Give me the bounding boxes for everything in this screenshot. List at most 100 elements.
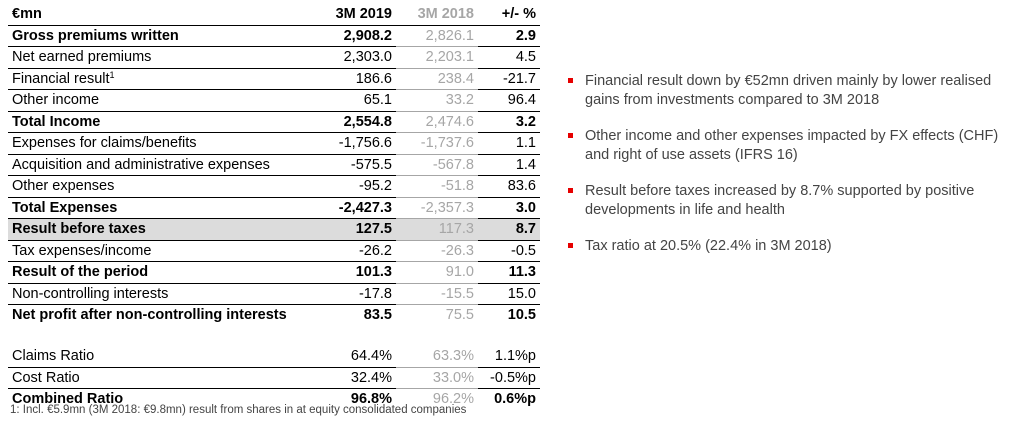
row-label: Claims Ratio	[8, 346, 308, 368]
row-label-text: Expenses for claims/benefits	[12, 135, 197, 151]
bullet-square-icon	[568, 243, 573, 248]
table-row: Non-controlling interests -17.8 -15.5 15.0	[8, 283, 540, 305]
row-label: Cost Ratio	[8, 367, 308, 389]
financial-table: €mn 3M 2019 3M 2018 +/- % Gross premiums…	[8, 4, 540, 410]
value-current: 65.1	[308, 89, 396, 112]
row-label-text: Claims Ratio	[12, 348, 95, 364]
row-label: Result of the period	[8, 261, 308, 284]
value-previous: 63.3%	[396, 346, 478, 368]
row-label-text: Total Expenses	[12, 199, 118, 216]
commentary-item: Tax ratio at 20.5% (22.4% in 3M 2018)	[566, 237, 1016, 256]
table-row: Result of the period 101.3 91.0 11.3	[8, 261, 540, 284]
bullet-square-icon	[568, 188, 573, 193]
value-change: -21.7	[478, 68, 540, 90]
value-previous: 2,826.1	[396, 25, 478, 47]
commentary-item: Result before taxes increased by 8.7% su…	[566, 182, 1016, 220]
bullet-square-icon	[568, 133, 573, 138]
value-previous: 75.5	[445, 307, 474, 323]
value-current: -26.2	[308, 240, 396, 262]
table-row: Net earned premiums 2,303.0 2,203.1 4.5	[8, 46, 540, 69]
row-label: Acquisition and administrative expenses	[8, 154, 308, 176]
row-label: Total Income	[8, 111, 308, 133]
value-change: 8.7	[478, 218, 540, 241]
table-row: Total Income 2,554.8 2,474.6 3.2	[8, 111, 540, 133]
value-previous: 117.3	[396, 218, 478, 241]
table-row: Expenses for claims/benefits -1,756.6 -1,7…	[8, 132, 540, 155]
table-spacer	[8, 326, 540, 347]
value-previous: 91.0	[396, 261, 478, 284]
value-current: -95.2	[308, 175, 396, 198]
table-row: Net profit after non-controlling interes…	[8, 305, 540, 326]
value-current: -17.8	[308, 283, 396, 305]
row-label-text: Other expenses	[12, 178, 115, 194]
value-previous: 33.2	[396, 89, 478, 112]
bullet-square-icon	[568, 78, 573, 83]
value-current: -1,756.6	[308, 132, 396, 155]
value-previous: -1,737.6	[396, 132, 478, 155]
footnote-marker: 1	[109, 69, 115, 80]
commentary-text: Other income and other expenses impacted…	[585, 128, 999, 163]
row-label: Result before taxes	[8, 218, 308, 241]
row-label: Total Expenses	[8, 197, 308, 219]
row-label: Net profit after non-controlling interes…	[8, 305, 308, 326]
commentary-item: Financial result down by €52mn driven ma…	[566, 72, 1016, 110]
value-change: -0.5%p	[478, 367, 540, 389]
value-change: 10.5	[507, 307, 536, 323]
commentary-text: Financial result down by €52mn driven ma…	[585, 73, 992, 108]
row-label-text: Acquisition and administrative expenses	[12, 156, 270, 173]
value-current: -2,427.3	[308, 197, 396, 219]
row-label-text: Result before taxes	[12, 221, 146, 237]
table-row: Other expenses -95.2 -51.8 83.6	[8, 175, 540, 198]
value-previous: 96.2%	[432, 391, 474, 407]
row-label-text: Result of the period	[12, 264, 149, 280]
table-row: Financial result1 186.6 238.4 -21.7	[8, 68, 540, 90]
value-change: 4.5	[478, 46, 540, 69]
row-label-text: Net earned premiums	[12, 49, 152, 65]
row-label: Tax expenses/income	[8, 240, 308, 262]
table-row: Other income 65.1 33.2 96.4	[8, 89, 540, 112]
row-label-text: Total Income	[12, 113, 101, 130]
value-change: 96.4	[478, 89, 540, 112]
row-label: Other income	[8, 89, 308, 112]
row-label-text: Cost Ratio	[12, 369, 80, 386]
table-header: €mn 3M 2019 3M 2018 +/- %	[8, 4, 540, 26]
table-row: Acquisition and administrative expenses -…	[8, 154, 540, 176]
table-row: Gross premiums written 2,908.2 2,826.1 2.9	[8, 25, 540, 47]
value-current: 64.4%	[308, 346, 396, 368]
value-current: 96.8%	[350, 391, 392, 407]
value-change: 3.0	[478, 197, 540, 219]
value-current: 186.6	[308, 68, 396, 90]
value-change: 2.9	[478, 25, 540, 47]
value-current: -575.5	[308, 154, 396, 176]
value-change: 1.4	[478, 154, 540, 176]
header-current: 3M 2019	[308, 4, 396, 26]
value-current: 32.4%	[308, 367, 396, 389]
row-label: Non-controlling interests	[8, 283, 308, 305]
row-label-text: Combined Ratio	[12, 391, 124, 407]
value-change: 11.3	[478, 261, 540, 284]
row-label: Other expenses	[8, 175, 308, 198]
commentary-item: Other income and other expenses impacted…	[566, 127, 1016, 165]
spacer-cell	[8, 326, 540, 347]
row-label-text: Net profit after non-controlling interes…	[12, 307, 287, 323]
header-change: +/- %	[478, 4, 540, 26]
value-current: 2,554.8	[308, 111, 396, 133]
table-row: Total Expenses -2,427.3 -2,357.3 3.0	[8, 197, 540, 219]
value-previous: -26.3	[396, 240, 478, 262]
footnote: 1: Incl. €5.9mn (3M 2018: €9.8mn) result…	[10, 404, 467, 416]
value-current: 83.5	[363, 307, 392, 323]
row-label-text: Non-controlling interests	[12, 285, 169, 302]
value-previous: 2,474.6	[396, 111, 478, 133]
row-label: Gross premiums written	[8, 25, 308, 47]
value-previous: -2,357.3	[396, 197, 478, 219]
value-change: 15.0	[478, 283, 540, 305]
row-label-text: Gross premiums written	[12, 27, 179, 44]
row-label: Financial result1	[8, 68, 308, 90]
value-previous: -51.8	[396, 175, 478, 198]
commentary-text: Tax ratio at 20.5% (22.4% in 3M 2018)	[585, 238, 832, 254]
value-current: 127.5	[308, 218, 396, 241]
table-row: Tax expenses/income -26.2 -26.3 -0.5	[8, 240, 540, 262]
value-current: 2,908.2	[308, 25, 396, 47]
row-label: Net earned premiums	[8, 46, 308, 69]
value-change: 1.1%p	[478, 346, 540, 368]
